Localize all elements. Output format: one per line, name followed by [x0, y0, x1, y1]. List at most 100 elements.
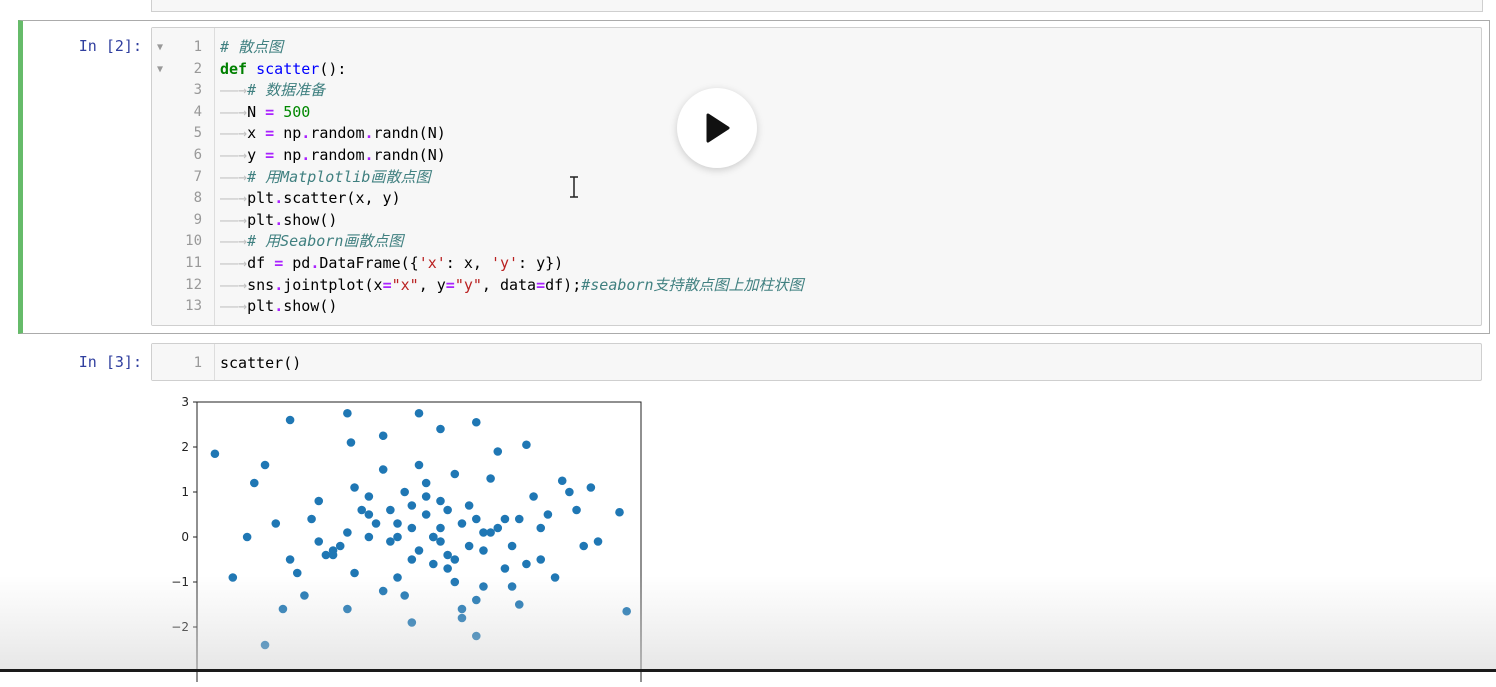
scatter-point [292, 568, 302, 578]
line-number: 6 [193, 147, 202, 163]
code-text: ——→y = np.random.randn(N) [220, 145, 446, 167]
play-button[interactable] [677, 88, 757, 168]
line-number: 12 [185, 276, 202, 293]
scatter-point [343, 408, 352, 418]
line-number: 4 [193, 103, 202, 120]
tab-indent-marker: ——→ [220, 232, 248, 251]
line-number: 1 [193, 355, 202, 371]
scatter-point [393, 519, 402, 528]
text-cursor-icon [570, 176, 578, 198]
code-token: sns [247, 275, 275, 294]
scatter-point [471, 417, 481, 427]
scatter-point [457, 519, 467, 528]
line-number: 5 [193, 125, 202, 142]
code-token: np [274, 124, 302, 143]
code-token: , y [418, 275, 446, 294]
code-token: randn(N) [373, 124, 446, 143]
input-prompt: In [3]: [78, 353, 142, 371]
scatter-point [522, 440, 531, 450]
scatter-point [536, 555, 546, 564]
axes-frame [196, 401, 642, 682]
code-token: = [382, 275, 392, 294]
scatter-point [557, 476, 567, 486]
code-token: : x, [445, 254, 491, 272]
code-token: y [247, 146, 266, 164]
scatter-point [278, 604, 288, 614]
code-token: x [247, 124, 266, 143]
scatter-point [407, 618, 417, 627]
scatter-point [436, 424, 445, 434]
y-tick-label: 0 [181, 530, 189, 544]
scatter-point [414, 546, 424, 555]
scatter-point [471, 631, 481, 641]
code-line: 1 scatter() [152, 353, 1481, 375]
fold-arrow-icon[interactable]: ▼ [156, 63, 164, 75]
code-token: np [274, 146, 302, 164]
code-line: 10 ——→# 用Seaborn画散点图 [152, 231, 1481, 253]
fold-arrow-icon[interactable]: ▼ [156, 42, 164, 53]
tab-indent-marker: ——→ [220, 124, 248, 143]
scatter-point [550, 573, 560, 582]
code-token: = [445, 275, 455, 294]
scatter-point [421, 478, 431, 488]
scatter-point [464, 541, 474, 551]
line-number-gutter [152, 344, 215, 380]
scatter-point [479, 582, 488, 591]
tab-indent-marker: ——→ [220, 102, 248, 121]
scatter-point [457, 613, 467, 623]
line-number: 2 [193, 60, 202, 77]
scatter-point [464, 501, 474, 510]
line-number: 7 [193, 168, 202, 185]
tab-indent-marker: ——→ [220, 81, 248, 100]
scatter-point [285, 415, 295, 425]
code-token: # 散点图 [220, 38, 284, 56]
scatter-point [507, 582, 517, 591]
scatter-point [393, 573, 402, 582]
code-text: ——→df = pd.DataFrame({'x': x, 'y': y}) [220, 253, 563, 275]
code-token: : y}) [518, 254, 564, 272]
scatter-point [386, 505, 395, 515]
previous-cell-input[interactable] [151, 0, 1483, 12]
video-control-bar [0, 669, 1496, 672]
code-token: random [310, 124, 365, 143]
code-token [274, 103, 283, 121]
code-token: plt [247, 189, 275, 208]
code-text: ——→N = 500 [220, 102, 310, 124]
scatter-point [260, 460, 270, 470]
code-token: random [310, 146, 365, 164]
line-number: 1 [193, 39, 202, 55]
scatter-point [300, 591, 309, 600]
scatter-point [457, 604, 467, 614]
scatter-point [514, 514, 524, 524]
code-text: # 散点图 [220, 37, 283, 59]
scatter-point [479, 528, 488, 537]
scatter-point [378, 586, 388, 596]
code-text: ——→plt.scatter(x, y) [220, 188, 401, 210]
y-tick-label: 2 [181, 440, 189, 454]
scatter-plot: 3 2 1 0 −1 −2 [171, 395, 642, 682]
scatter-point [371, 519, 381, 528]
code-line: ▼ 2 def scatter(): [152, 59, 1481, 81]
line-number: 10 [185, 233, 202, 250]
scatter-point [260, 640, 270, 650]
code-token: . [274, 297, 284, 316]
code-token: # 用Seaborn画散点图 [247, 232, 404, 251]
code-line: 6 ——→y = np.random.randn(N) [152, 145, 1481, 167]
scatter-point [514, 600, 524, 609]
code-token: pd [283, 254, 311, 272]
scatter-point [421, 492, 431, 501]
scatter-point [443, 505, 452, 515]
code-line: 13 ——→plt.show() [152, 296, 1481, 318]
scatter-point [364, 510, 374, 519]
scatter-point [507, 541, 517, 551]
code-editor[interactable]: ▼ 1 # 散点图 ▼ 2 def scatter(): 3 ——→# 数据准备 4 ——→N =… [151, 27, 1482, 326]
scatter-point [364, 532, 374, 542]
scatter-point [421, 510, 431, 519]
scatter-point [500, 564, 510, 573]
code-token: plt [247, 297, 275, 316]
code-line: ▼ 1 # 散点图 [152, 37, 1481, 59]
scatter-point [400, 487, 409, 497]
code-editor[interactable]: 1 scatter() [151, 343, 1482, 381]
code-token: # 数据准备 [247, 81, 326, 100]
code-token: . [364, 124, 374, 143]
